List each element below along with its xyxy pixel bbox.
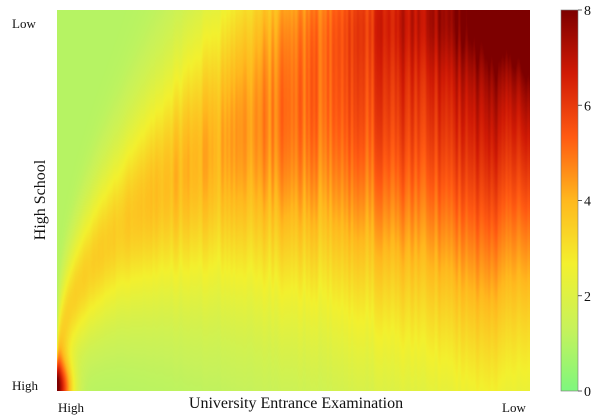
colorbar-ticks: 0 2 4 6 8 bbox=[578, 4, 591, 400]
heatmap-image bbox=[57, 10, 530, 391]
y-tick-label-high: High bbox=[12, 378, 39, 393]
colorbar-tick-label: 6 bbox=[584, 99, 591, 114]
colorbar-tick-label: 8 bbox=[584, 4, 591, 19]
y-tick-label-low: Low bbox=[12, 16, 36, 31]
colorbar-tick-label: 2 bbox=[584, 290, 591, 305]
colorbar-tick-label: 0 bbox=[584, 385, 591, 400]
x-tick-label-high: High bbox=[58, 400, 85, 415]
heatmap-area bbox=[57, 10, 530, 391]
colorbar-gradient bbox=[560, 9, 579, 392]
x-tick-label-low: Low bbox=[502, 400, 526, 415]
colorbar: 0 2 4 6 8 bbox=[560, 4, 591, 400]
y-axis-label: High School bbox=[32, 159, 49, 240]
x-axis-label: University Entrance Examination bbox=[189, 395, 403, 412]
colorbar-tick-label: 4 bbox=[584, 195, 591, 210]
